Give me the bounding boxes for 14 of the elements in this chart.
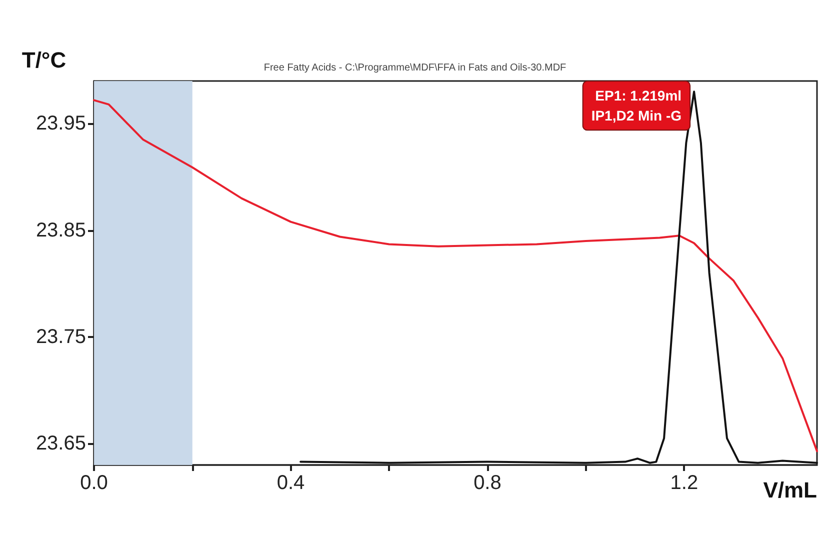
annotation: EP1: 1.219ml IP1,D2 Min -G bbox=[591, 88, 682, 124]
x-tick-label: 0.0 bbox=[80, 472, 108, 494]
chart-title: Free Fatty Acids - C:\Programme\MDF\FFA in Fats and Oils-30.MDF bbox=[264, 62, 566, 74]
line-series bbox=[93, 99, 818, 452]
y-tick-label: 23.85 bbox=[36, 219, 86, 242]
y-axis-title: T/°C bbox=[22, 48, 66, 72]
y-tick-label: 23.75 bbox=[36, 326, 86, 348]
x-tick-label: 0.8 bbox=[474, 472, 502, 494]
x-tick-label: 0.4 bbox=[276, 472, 305, 494]
x-axis-title: V/mL bbox=[763, 478, 817, 502]
x-tick-label: 1.2 bbox=[670, 472, 698, 494]
line-series bbox=[300, 90, 818, 464]
y-tick-label: 23.65 bbox=[36, 432, 86, 455]
y-tick-label: 23.95 bbox=[36, 112, 86, 135]
